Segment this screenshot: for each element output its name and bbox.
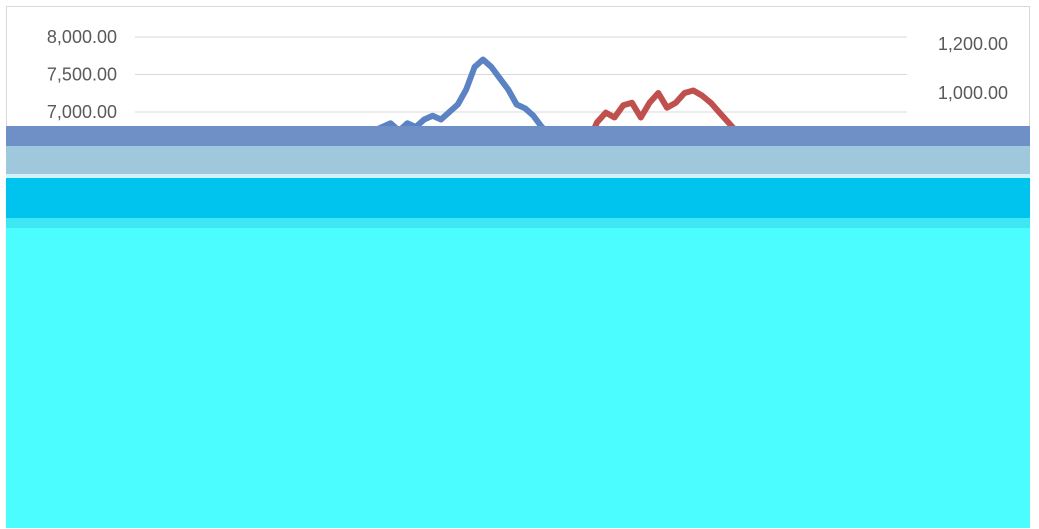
right-tick-label: 1,200.00	[938, 34, 1008, 54]
left-tick-label: 8,000.00	[47, 27, 117, 47]
artifact-band	[6, 228, 1030, 528]
artifact-band	[6, 126, 1030, 146]
left-tick-label: 7,500.00	[47, 65, 117, 85]
left-tick-label: 7,000.00	[47, 102, 117, 122]
artifact-band	[6, 218, 1030, 228]
artifact-band	[6, 146, 1030, 174]
right-tick-label: 1,000.00	[938, 83, 1008, 103]
artifact-band	[6, 174, 1030, 178]
artifact-band	[6, 178, 1030, 218]
